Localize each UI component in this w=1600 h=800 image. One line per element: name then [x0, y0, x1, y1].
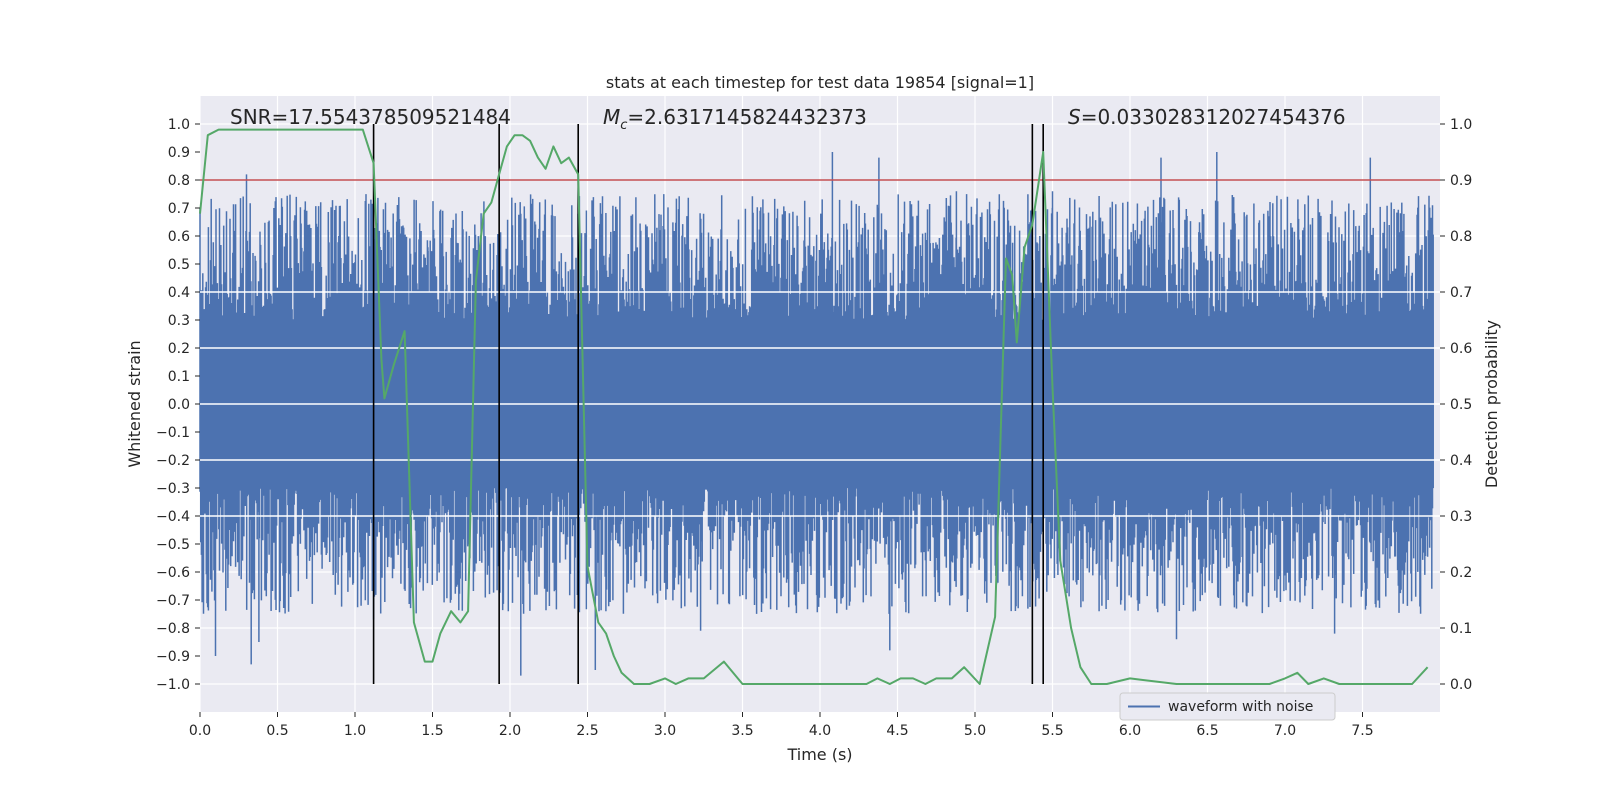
axes: 0.0 0.5 1.0 1.5 2.0 2.5 3.0 3.5 4.0 4.5 5.0 5.5 6.0 6…	[156, 117, 1472, 739]
vertical-markers	[372, 124, 1044, 684]
annotation-snr: SNR=17.554378509521484	[230, 105, 511, 129]
y-left-tick-label: 0.1	[168, 369, 190, 385]
y-right-tick-label: 1.0	[1450, 117, 1472, 133]
y-left-tick-label: −0.1	[156, 425, 190, 441]
x-tick-label: 5.5	[1041, 723, 1063, 739]
x-tick-label: 3.0	[654, 723, 676, 739]
y-left-tick-label: 0.7	[168, 201, 190, 217]
y-left-tick-label: 0.2	[168, 341, 190, 357]
y-right-tick-label: 0.3	[1450, 509, 1472, 525]
y-axis-right-title: Detection probability	[1482, 320, 1501, 488]
x-tick-label: 3.5	[731, 723, 753, 739]
y-right-tick-label: 0.6	[1450, 341, 1472, 357]
y-axis-title: Whitened strain	[125, 340, 144, 467]
y-left-tick-label: −0.6	[156, 565, 190, 581]
x-tick-label: 1.5	[421, 723, 443, 739]
y-left-tick-label: 0.9	[168, 145, 190, 161]
y-right-tick-label: 0.8	[1450, 229, 1472, 245]
x-tick-label: 6.5	[1196, 723, 1218, 739]
y-right-tick-label: 0.5	[1450, 397, 1472, 413]
y-left-tick-label: −0.3	[156, 481, 190, 497]
probability-series	[199, 128, 1429, 685]
legend-box	[1119, 692, 1336, 721]
y-left-tick-label: 1.0	[168, 117, 190, 133]
x-tick-label: 0.0	[189, 723, 211, 739]
y-left-tick-label: −0.5	[156, 537, 190, 553]
legend: waveform with noise	[1119, 692, 1336, 721]
x-tick-label: 6.0	[1119, 723, 1141, 739]
y-right-tick-label: 0.2	[1450, 565, 1472, 581]
annotation-s-symbol: S	[1068, 105, 1081, 129]
probability-line	[199, 128, 1429, 685]
x-tick-label: 5.0	[964, 723, 986, 739]
chart-title: stats at each timestep for test data 198…	[606, 73, 1034, 92]
y-right-tick-label: 0.1	[1450, 621, 1472, 637]
y-left-tick-label: −1.0	[156, 677, 190, 693]
y-right-tick-label: 0.9	[1450, 173, 1472, 189]
y-left-tick-label: −0.8	[156, 621, 190, 637]
y-left-tick-label: 0.6	[168, 229, 190, 245]
y-left-tick-label: −0.9	[156, 649, 190, 665]
annotation-s-value: =0.033028312027454376	[1081, 105, 1346, 129]
x-tick-label: 0.5	[266, 723, 288, 739]
annotation-mc-subscript: c	[620, 118, 627, 133]
y-left-tick-label: −0.7	[156, 593, 190, 609]
x-tick-label: 7.0	[1274, 723, 1296, 739]
x-tick-label: 4.5	[886, 723, 908, 739]
y-right-tick-label: 0.0	[1450, 677, 1472, 693]
x-tick-label: 2.5	[576, 723, 598, 739]
y-right-tick-label: 0.4	[1450, 453, 1472, 469]
annotation-mc: Mc=2.6317145824432373	[603, 105, 867, 133]
y-right-tick-label: 0.7	[1450, 285, 1472, 301]
y-left-tick-label: 0.8	[168, 173, 190, 189]
x-axis-title: Time (s)	[786, 745, 852, 764]
y-left-tick-label: 0.0	[168, 397, 190, 413]
legend-label: waveform with noise	[1168, 699, 1313, 715]
y-left-tick-label: 0.5	[168, 257, 190, 273]
annotation-mc-symbol: M	[603, 105, 620, 129]
annotation-mc-value: =2.6317145824432373	[627, 105, 866, 129]
y-left-tick-label: 0.4	[168, 285, 190, 301]
y-left-tick-label: 0.3	[168, 313, 190, 329]
x-tick-label: 4.0	[809, 723, 831, 739]
annotation-s: S=0.033028312027454376	[1068, 105, 1346, 129]
y-left-tick-label: −0.2	[156, 453, 190, 469]
x-tick-label: 1.0	[344, 723, 366, 739]
y-left-tick-label: −0.4	[156, 509, 190, 525]
x-tick-label: 2.0	[499, 723, 521, 739]
x-tick-label: 7.5	[1351, 723, 1373, 739]
